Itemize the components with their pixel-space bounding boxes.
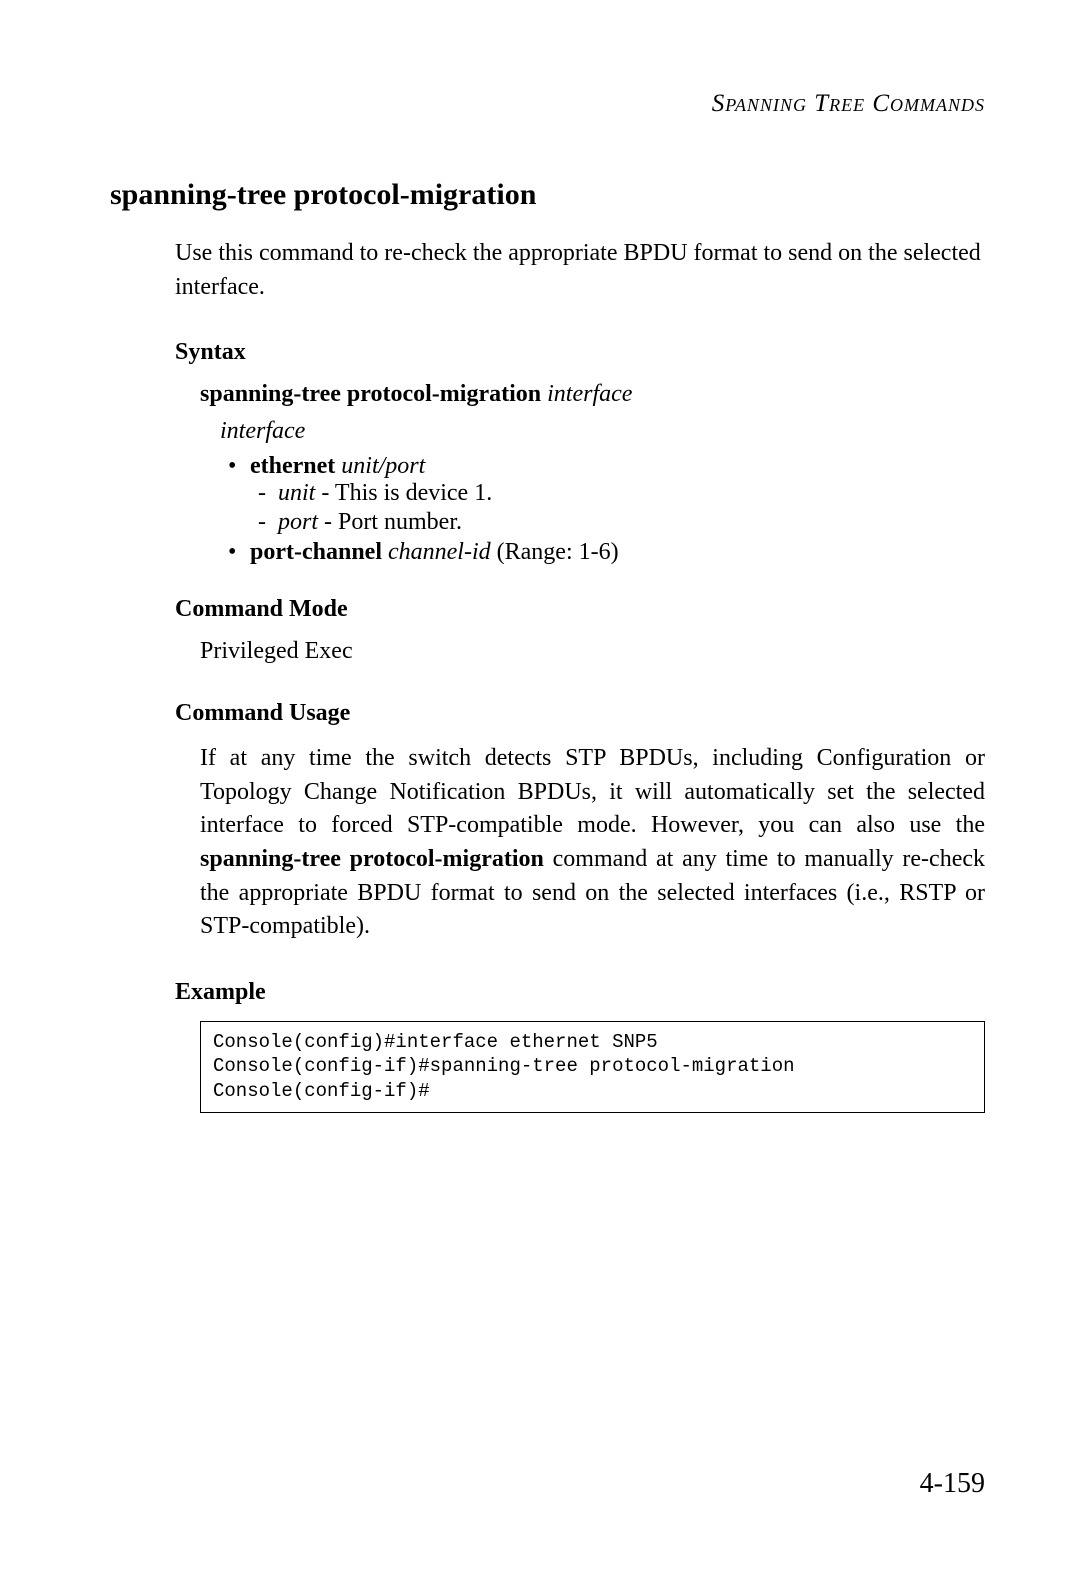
page-header: Spanning Tree Commands bbox=[110, 90, 985, 118]
portchannel-after: (Range: 1-6) bbox=[497, 539, 619, 565]
unit-desc: - This is device 1. bbox=[321, 480, 492, 506]
portchannel-bullet: port-channel channel-id (Range: 1-6) bbox=[250, 539, 985, 566]
interface-label: interface bbox=[220, 418, 985, 445]
ethernet-sublist: unit - This is device 1. port - Port num… bbox=[278, 480, 985, 536]
main-heading: spanning-tree protocol-migration bbox=[110, 178, 985, 212]
intro-text: Use this command to re-check the appropr… bbox=[175, 237, 985, 304]
command-mode-text: Privileged Exec bbox=[200, 638, 985, 665]
ethernet-bullet: ethernet unit/port unit - This is device… bbox=[250, 453, 985, 536]
command-mode-heading: Command Mode bbox=[175, 596, 985, 623]
syntax-command: spanning-tree protocol-migration interfa… bbox=[200, 381, 985, 408]
usage-text1: If at any time the switch detects STP BP… bbox=[200, 745, 985, 838]
port-item: port - Port number. bbox=[278, 509, 985, 536]
syntax-italic: interface bbox=[547, 381, 632, 407]
command-usage-text: If at any time the switch detects STP BP… bbox=[200, 742, 985, 944]
unit-item: unit - This is device 1. bbox=[278, 480, 985, 507]
syntax-bold: spanning-tree protocol-migration bbox=[200, 381, 541, 407]
page-number: 4-159 bbox=[920, 1468, 985, 1500]
syntax-heading: Syntax bbox=[175, 339, 985, 366]
example-code: Console(config)#interface ethernet SNP5 … bbox=[200, 1021, 985, 1113]
ethernet-italic: unit/port bbox=[341, 453, 425, 479]
port-desc: - Port number. bbox=[324, 509, 462, 535]
command-usage-heading: Command Usage bbox=[175, 700, 985, 727]
example-heading: Example bbox=[175, 979, 985, 1006]
syntax-bullets: ethernet unit/port unit - This is device… bbox=[250, 453, 985, 566]
portchannel-italic: channel-id bbox=[388, 539, 491, 565]
ethernet-bold: ethernet bbox=[250, 453, 335, 479]
portchannel-bold: port-channel bbox=[250, 539, 382, 565]
port-label: port bbox=[278, 509, 318, 535]
unit-label: unit bbox=[278, 480, 315, 506]
usage-bold: spanning-tree protocol-migration bbox=[200, 846, 544, 872]
